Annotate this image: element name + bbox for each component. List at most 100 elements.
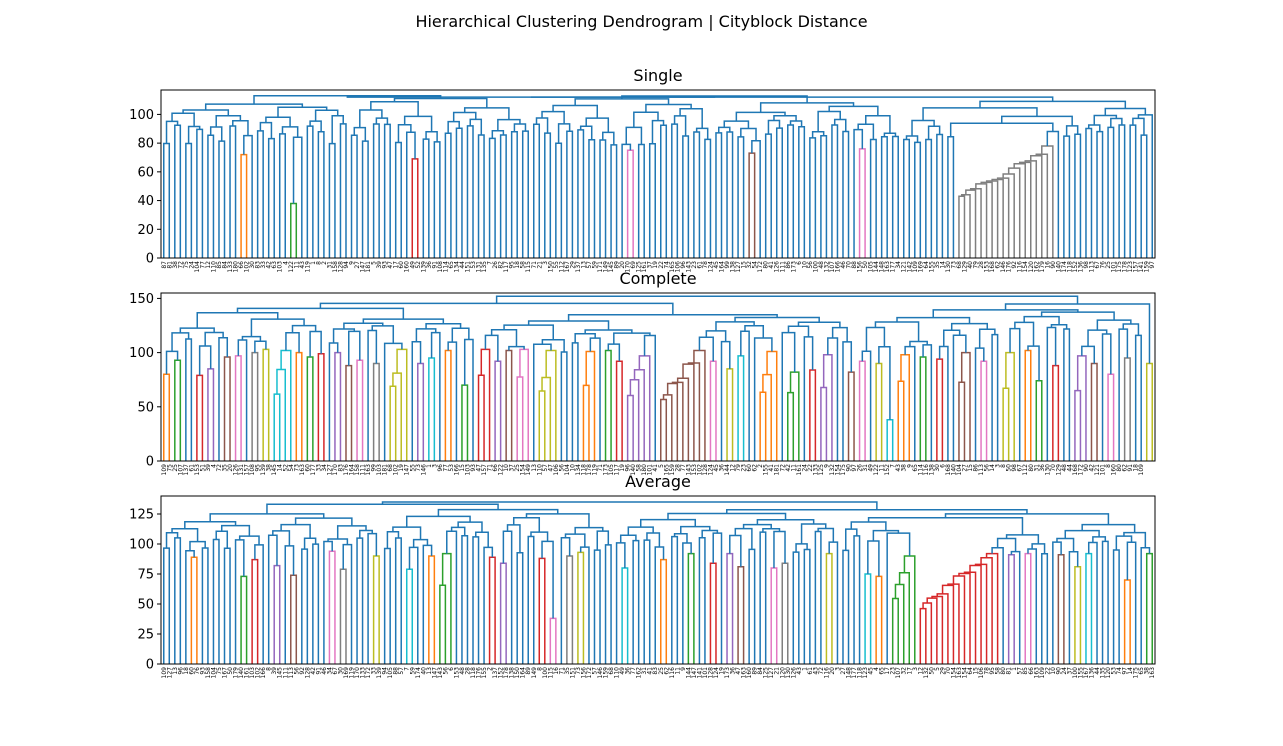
leaf-label: 116 xyxy=(823,667,830,679)
leaf-label: 39 xyxy=(376,261,383,269)
tree-link xyxy=(593,549,601,664)
leaf-label: 153 xyxy=(194,464,201,476)
leaf-label: 173 xyxy=(724,667,731,679)
leaf-label: 34 xyxy=(895,261,902,269)
leaf-label: 101 xyxy=(1100,464,1107,476)
tree-link xyxy=(845,528,858,551)
leaf-label: 55 xyxy=(553,261,560,269)
cluster-link xyxy=(789,371,800,461)
tree-link xyxy=(792,551,800,664)
leaf-label: 123 xyxy=(862,667,869,679)
leaf-label: 27 xyxy=(354,261,361,269)
leaf-label: 127 xyxy=(735,261,742,273)
tree-link xyxy=(872,529,900,541)
tree-link xyxy=(759,531,767,664)
cluster-link xyxy=(1090,362,1098,461)
tree-link xyxy=(502,530,513,664)
leaf-label: 105 xyxy=(387,667,394,679)
tree-link xyxy=(350,134,358,258)
tree-link xyxy=(367,532,378,664)
tree-link xyxy=(394,141,402,258)
leaf-label: 49 xyxy=(619,667,626,675)
tree-link xyxy=(1087,329,1108,347)
cluster-link xyxy=(339,568,347,664)
leaf-label: 160 xyxy=(404,261,411,273)
panel-single: Single0204060801008781387275241047712110… xyxy=(129,66,1156,272)
tree-link xyxy=(254,340,267,353)
leaf-label: 161 xyxy=(796,464,803,476)
leaf-label: 113 xyxy=(978,464,985,476)
tree-link xyxy=(383,547,391,664)
leaf-label: 146 xyxy=(420,464,427,476)
leaf-label: 181 xyxy=(774,464,781,476)
leaf-label: 176 xyxy=(476,667,483,679)
leaf-label: 122 xyxy=(498,464,505,476)
cluster-link xyxy=(820,386,828,461)
cluster-link xyxy=(577,551,585,664)
leaf-label: 108 xyxy=(249,464,256,476)
leaf-label: 72 xyxy=(216,464,223,472)
leaf-label: 114 xyxy=(917,464,924,476)
leaf-label: 149 xyxy=(531,667,538,679)
leaf-label: 107 xyxy=(177,464,184,476)
leaf-label: 163 xyxy=(741,667,748,679)
tree-link xyxy=(207,134,215,258)
leaf-label: 63 xyxy=(271,261,278,269)
tree-link xyxy=(1093,114,1118,125)
tree-link xyxy=(602,131,615,145)
cluster-link xyxy=(781,562,789,664)
leaf-label: 62 xyxy=(1122,464,1129,472)
leaf-label: 164 xyxy=(719,261,726,273)
leaf-label: 116 xyxy=(923,464,930,476)
tree-link xyxy=(171,527,199,542)
leaf-label: 28 xyxy=(674,464,681,472)
cluster-link xyxy=(604,349,612,461)
tree-link xyxy=(787,325,810,337)
tree-link xyxy=(393,97,488,108)
leaf-label: 180 xyxy=(233,261,240,273)
leaf-label: 178 xyxy=(586,464,593,476)
leaf-label: 135 xyxy=(1100,667,1107,679)
leaf-label: 19 xyxy=(398,464,405,472)
tree-link xyxy=(452,111,477,122)
cluster-link xyxy=(273,393,281,461)
leaf-label: 154 xyxy=(834,464,841,476)
leaf-label: 146 xyxy=(597,667,604,679)
y-tick-label: 20 xyxy=(137,223,154,238)
leaf-label: 1 xyxy=(426,464,433,468)
leaf-label: 175 xyxy=(840,464,847,476)
leaf-label: 88 xyxy=(851,261,858,269)
tree-link xyxy=(701,529,719,538)
tree-link xyxy=(857,123,875,140)
tree-link xyxy=(867,516,1024,535)
leaf-label: 60 xyxy=(188,667,195,675)
leaf-label: 112 xyxy=(1022,464,1029,476)
leaf-label: 97 xyxy=(1122,667,1129,675)
leaf-label: 82 xyxy=(498,261,505,269)
cluster-link xyxy=(1007,554,1015,664)
tree-link xyxy=(867,540,880,577)
leaf-label: 163 xyxy=(1033,667,1040,679)
leaf-label: 110 xyxy=(536,464,543,476)
tree-link xyxy=(902,138,911,258)
leaf-label: 102 xyxy=(255,667,262,679)
tree-link xyxy=(339,123,347,258)
leaf-label: 23 xyxy=(741,464,748,472)
leaf-label: 159 xyxy=(1144,261,1151,273)
cluster-link xyxy=(345,364,353,461)
tree-link xyxy=(229,125,237,258)
leaf-label: 158 xyxy=(205,667,212,679)
leaf-label: 138 xyxy=(509,667,516,679)
leaf-label: 153 xyxy=(453,667,460,679)
tree-link xyxy=(693,131,701,258)
leaf-label: 174 xyxy=(1061,261,1068,273)
tree-link xyxy=(922,344,933,461)
cluster-link xyxy=(1145,362,1153,461)
leaf-label: 47 xyxy=(476,464,483,472)
leaf-label: 80 xyxy=(1116,464,1123,472)
leaf-label: 149 xyxy=(525,464,532,476)
leaf-label: 57 xyxy=(591,667,598,675)
cluster-link xyxy=(960,194,971,258)
cluster-link xyxy=(1005,351,1015,461)
leaf-label: 156 xyxy=(857,261,864,273)
